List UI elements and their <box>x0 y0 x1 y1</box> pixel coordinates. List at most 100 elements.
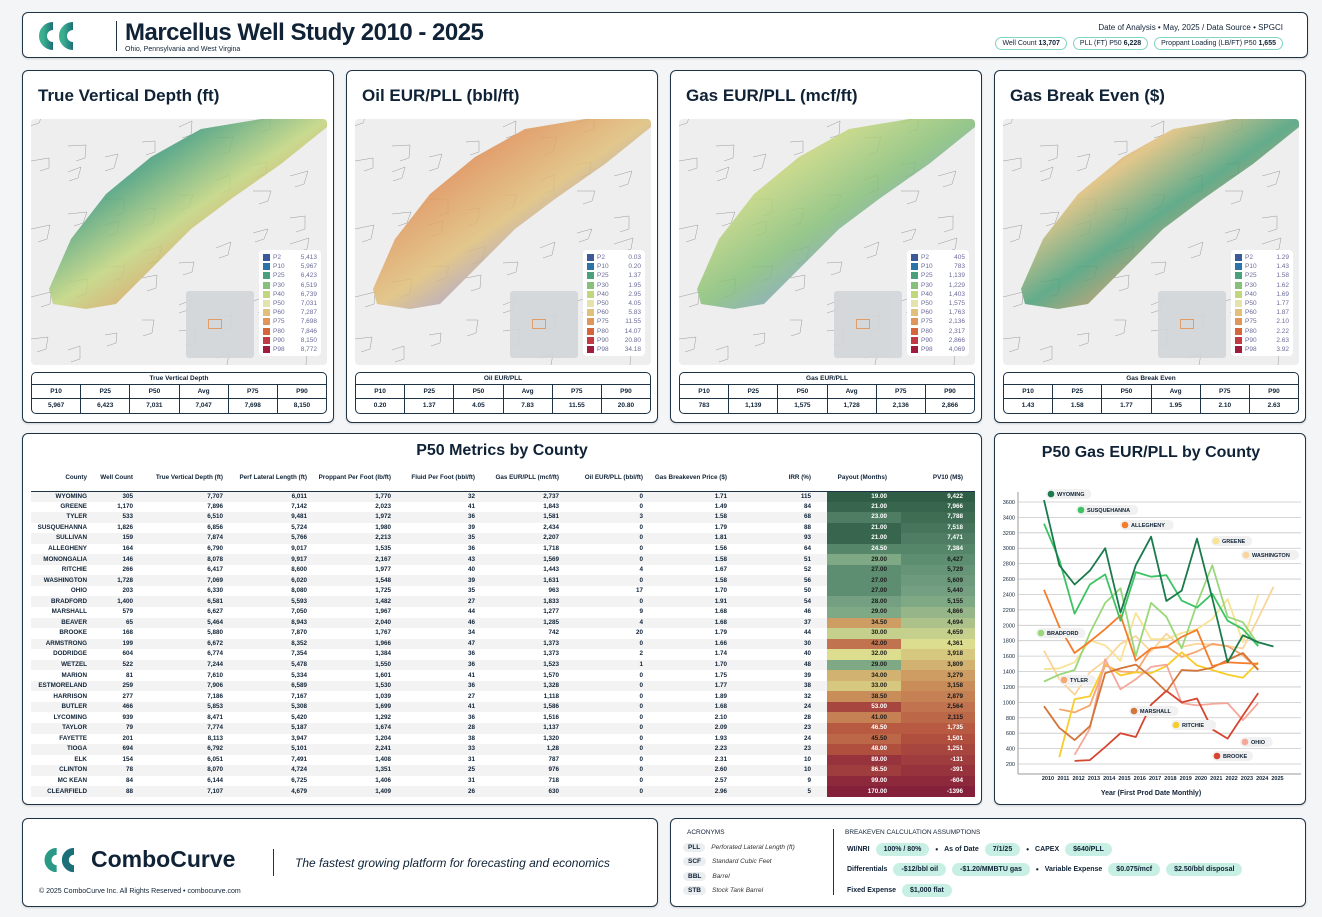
table-row[interactable]: ALLEGHENY 164 6,790 9,017 1,535 36 1,718 0 1.56 6… <box>31 543 975 555</box>
x-tick-label: 2014 <box>1103 776 1116 782</box>
legend-swatch <box>911 263 918 271</box>
series-label: BROOKE <box>1223 754 1247 760</box>
table-cell: 9 <box>639 608 643 616</box>
table-cell: 23.00 <box>827 512 901 523</box>
column-header[interactable]: IRR (%) <box>729 465 827 492</box>
gas-breakeven-map[interactable]: P2 1.29 P10 1.43 P25 1.58 P30 1.62 P40 1.69 P50 1.7… <box>1003 119 1299 365</box>
table-row[interactable]: SULLIVAN 159 7,874 5,766 2,213 35 2,207 0 1.81 93… <box>31 533 975 544</box>
table-row[interactable]: LYCOMING 939 8,471 5,420 1,292 36 1,516 0 2.10 28… <box>31 712 975 724</box>
legend-item: P60 1,763 <box>911 308 965 317</box>
table-cell: 6,330 <box>207 587 223 595</box>
table-row[interactable]: BRADFORD 1,400 6,581 5,593 1,482 27 1,833 0 1.91… <box>31 596 975 608</box>
column-header[interactable]: County <box>31 465 89 492</box>
table-row[interactable]: SUSQUEHANNA 1,826 6,856 5,724 1,980 39 2,434 0 1… <box>31 522 975 534</box>
stat-value: 1.43 <box>1004 399 1054 413</box>
series-line-ritchie <box>1058 651 1259 758</box>
table-cell: 2,023 <box>375 502 391 510</box>
table-cell: 5,853 <box>135 701 225 713</box>
table-cell: 3,279 <box>901 670 975 681</box>
table-cell: 1,384 <box>375 650 391 658</box>
legend-swatch <box>587 327 594 335</box>
table-row[interactable]: ARMSTRONG 199 6,672 8,352 1,966 47 1,373 0 1.66 3… <box>31 638 975 650</box>
table-cell: 1,550 <box>309 659 393 671</box>
table-cell: 6,725 <box>291 777 307 785</box>
legend-value: 5,413 <box>300 254 317 262</box>
table-cell: 168 <box>122 629 133 637</box>
table-cell: 1,400 <box>89 596 135 608</box>
column-header[interactable]: PV10 (M$) <box>901 465 975 492</box>
stat-value: 1.58 <box>1053 399 1103 413</box>
table-row[interactable]: TIOGA 694 6,792 5,101 2,241 33 1,28 0 2.23 23 48.0… <box>31 744 975 755</box>
table-cell: 1,535 <box>375 545 391 552</box>
footer-divider <box>833 829 834 895</box>
table-row[interactable]: MARSHALL 579 6,627 7,050 1,967 44 1,277 9 1.68 46… <box>31 607 975 618</box>
legend-value: 4.05 <box>628 300 641 308</box>
table-cell: 10 <box>729 765 827 776</box>
table-cell: 29.00 <box>827 659 901 671</box>
legend-value: 7,287 <box>300 309 317 317</box>
gas-eur-map[interactable]: P2 405 P10 783 P25 1,139 P30 1,229 P40 1,403 P50 1,… <box>679 119 975 365</box>
table-row[interactable]: DODRIDGE 604 6,774 7,354 1,384 36 1,373 2 1.74 40… <box>31 649 975 660</box>
table-row[interactable]: HARRISON 277 7,186 7,167 1,039 27 1,118 0 1.89 32… <box>31 691 975 702</box>
column-header[interactable]: Proppant Per Foot (lb/ft) <box>309 465 393 492</box>
table-cell: 1.91 <box>645 596 729 608</box>
table-row[interactable]: BUTLER 466 5,853 5,308 1,699 41 1,586 0 1.68 24 53… <box>31 701 975 713</box>
legend-item: P40 2.95 <box>587 290 641 299</box>
tvd-map-panel: True Vertical Depth (ft) P2 5,413 P10 5,967… <box>22 70 334 423</box>
table-cell: 1.89 <box>714 692 727 700</box>
acronym-tag: PLL <box>683 843 706 852</box>
oil-eur-map[interactable]: P2 0.03 P10 0.20 P25 1.37 P30 1.95 P40 2.95 P50 4.0… <box>355 119 651 365</box>
column-header[interactable]: Gas EUR/PLL (mcf/ft) <box>477 465 561 492</box>
column-header[interactable]: Well Count <box>89 465 135 492</box>
legend-item: P50 7,031 <box>263 299 317 308</box>
table-row[interactable]: GREENE 1,170 7,896 7,142 2,023 41 1,843 0 1.49 84… <box>31 501 975 513</box>
table-row[interactable]: ESTMORELAND 259 7,906 6,589 1,530 36 1,328 0 1.7… <box>31 680 975 692</box>
legend-swatch <box>263 318 270 326</box>
table-cell: 30 <box>729 638 827 650</box>
table-row[interactable]: OHIO 203 6,330 8,080 1,725 35 963 17 1.70 50 27.00… <box>31 585 975 597</box>
column-header[interactable]: Fluid Per Foot (bbl/ft) <box>393 465 477 492</box>
column-header[interactable]: Gas Breakeven Price ($) <box>645 465 729 492</box>
table-row[interactable]: MONONGALIA 146 8,078 9,917 2,167 43 1,569 0 1.58… <box>31 554 975 565</box>
county-name: MONONGALIA <box>31 554 89 565</box>
table-cell: 604 <box>122 650 133 658</box>
legend-swatch <box>587 309 594 317</box>
tvd-map[interactable]: P2 5,413 P10 5,967 P25 6,423 P30 6,519 P40 6,739 P… <box>31 119 327 365</box>
legend-item: P40 1,403 <box>911 290 965 299</box>
table-cell: 0 <box>639 671 643 679</box>
table-row[interactable]: RITCHIE 266 6,417 8,600 1,977 40 1,443 4 1.67 52 2… <box>31 564 975 576</box>
map-title: True Vertical Depth (ft) <box>38 86 220 105</box>
table-cell: 2,207 <box>477 533 561 544</box>
table-row[interactable]: CLEARFIELD 88 7,107 4,679 1,409 26 630 0 2.96 5 17… <box>31 786 975 797</box>
table-row[interactable]: MC KEAN 84 6,144 6,725 1,406 31 718 0 2.57 9 99.00… <box>31 775 975 787</box>
table-cell: 7,244 <box>135 659 225 671</box>
column-header[interactable]: True Vertical Depth (ft) <box>135 465 225 492</box>
table-row[interactable]: WASHINGTON 1,728 7,069 6,020 1,548 39 1,631 0 1.… <box>31 575 975 586</box>
acronym-tag: SCF <box>683 857 706 866</box>
table-cell: 1,569 <box>477 554 561 565</box>
table-cell: 46.50 <box>827 723 901 734</box>
table-row[interactable]: TYLER 533 6,510 9,481 1,972 36 1,581 3 1.58 68 23.… <box>31 512 975 523</box>
table-row[interactable]: BEAVER 65 5,464 8,943 2,040 46 1,285 4 1.68 37 34.… <box>31 617 975 629</box>
series-label-pill <box>1076 505 1139 515</box>
stat-value: 2,866 <box>941 402 959 409</box>
map-legend: P2 5,413 P10 5,967 P25 6,423 P30 6,519 P40 6,739 P… <box>259 250 321 356</box>
column-header[interactable]: Perf Lateral Length (ft) <box>225 465 309 492</box>
legend-item: P25 1.37 <box>587 271 641 280</box>
map-stats-table: Oil EUR/PLL P10 P25 P50 Avg P75 P90 0.20 1.37 4.… <box>355 372 651 414</box>
table-row[interactable]: MARION 81 7,610 5,334 1,601 41 1,570 0 1.75 39 34.… <box>31 670 975 681</box>
table-row[interactable]: WYOMING 305 7,707 6,011 1,770 32 2,737 0 1.71 115… <box>31 491 975 502</box>
table-cell: 1,770 <box>309 491 393 502</box>
table-cell: 7,069 <box>135 575 225 586</box>
table-row[interactable]: FAYETTE 201 8,113 3,947 1,204 38 1,320 0 1.93 24 4… <box>31 733 975 745</box>
column-header[interactable]: Payout (Months) <box>827 465 901 492</box>
table-row[interactable]: TAYLOR 79 7,774 5,187 1,674 28 1,137 0 2.09 23 46.… <box>31 723 975 734</box>
table-cell: 9,481 <box>225 512 309 523</box>
table-row[interactable]: WETZEL 522 7,244 5,478 1,550 36 1,523 1 1.70 48 29… <box>31 659 975 671</box>
table-row[interactable]: BROOKE 168 5,880 7,870 1,767 34 742 20 1.79 44 30.… <box>31 628 975 639</box>
table-row[interactable]: ELK 154 6,051 7,491 1,408 31 787 0 2.31 10 89.00 -1… <box>31 754 975 766</box>
table-cell: 32.00 <box>827 649 901 660</box>
table-row[interactable]: CLINTON 78 8,070 4,724 1,351 25 976 0 2.60 10 86.5… <box>31 765 975 776</box>
copyright[interactable]: © 2025 ComboCurve Inc. All Rights Reserv… <box>39 888 241 895</box>
column-header[interactable]: Oil EUR/PLL (bbl/ft) <box>561 465 645 492</box>
